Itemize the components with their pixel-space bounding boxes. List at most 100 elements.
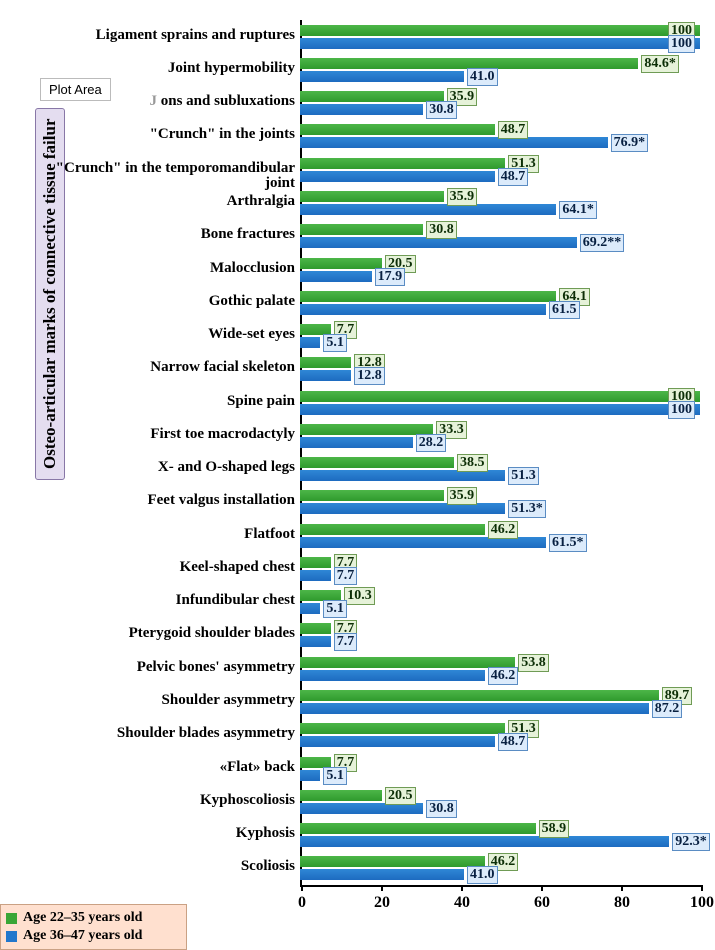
bar-green	[300, 657, 515, 668]
value-label-blue: 28.2	[416, 434, 447, 452]
value-label-green: 20.5	[385, 787, 416, 805]
value-label-blue: 7.7	[334, 567, 358, 585]
category-label: Kyphoscoliosis	[35, 793, 295, 809]
value-label-blue: 17.9	[375, 268, 406, 286]
bar-blue	[300, 770, 320, 781]
value-label-blue: 100	[668, 35, 695, 53]
value-label-blue: 51.3	[508, 467, 539, 485]
value-label-blue: 48.7	[498, 168, 529, 186]
bar-green	[300, 823, 536, 834]
value-label-blue: 30.8	[426, 800, 457, 818]
bar-blue	[300, 271, 372, 282]
category-label: First toe macrodactyly	[35, 427, 295, 443]
value-label-blue: 5.1	[323, 334, 347, 352]
legend-item: Age 36–47 years old	[6, 928, 181, 944]
value-label-blue: 7.7	[334, 633, 358, 651]
value-label-blue: 51.3*	[508, 500, 546, 518]
svg-text:20: 20	[374, 894, 390, 911]
category-label: Kyphosis	[35, 826, 295, 842]
value-label-blue: 100	[668, 401, 695, 419]
bar-green	[300, 790, 382, 801]
bar-blue	[300, 71, 464, 82]
legend-label: Age 36–47 years old	[23, 928, 142, 944]
category-label: "Crunch" in the temporomandibular joint	[35, 161, 295, 193]
value-label-blue: 92.3*	[672, 833, 710, 851]
category-label: Gothic palate	[35, 294, 295, 310]
bar-green	[300, 357, 351, 368]
bar-green	[300, 723, 505, 734]
category-label: «Flat» back	[35, 760, 295, 776]
bar-blue	[300, 570, 331, 581]
bar-blue	[300, 836, 669, 847]
category-label: Ligament sprains and ruptures	[35, 28, 295, 44]
category-label: Joint hypermobility	[35, 61, 295, 77]
category-label: Shoulder asymmetry	[35, 693, 295, 709]
bar-blue	[300, 304, 546, 315]
value-label-green: 38.5	[457, 454, 488, 472]
category-label: J ons and subluxations	[35, 94, 295, 110]
bar-green	[300, 91, 444, 102]
value-label-blue: 87.2	[652, 700, 683, 718]
category-label: Arthralgia	[35, 194, 295, 210]
value-label-green: 10.3	[344, 587, 375, 605]
value-label-blue: 5.1	[323, 600, 347, 618]
bar-green	[300, 690, 659, 701]
bar-green	[300, 623, 331, 634]
bar-blue	[300, 370, 351, 381]
bar-green	[300, 25, 700, 36]
bar-blue	[300, 636, 331, 647]
bar-green	[300, 291, 556, 302]
value-label-blue: 41.0	[467, 68, 498, 86]
category-label: Flatfoot	[35, 527, 295, 543]
bar-blue	[300, 670, 485, 681]
bar-green	[300, 490, 444, 501]
value-label-blue: 5.1	[323, 767, 347, 785]
bar-green	[300, 124, 495, 135]
category-label: Pelvic bones' asymmetry	[35, 660, 295, 676]
bar-blue	[300, 137, 608, 148]
category-label: Infundibular chest	[35, 593, 295, 609]
category-label: Malocclusion	[35, 261, 295, 277]
value-label-blue: 64.1*	[559, 201, 597, 219]
legend-item: Age 22–35 years old	[6, 910, 181, 926]
bar-green	[300, 524, 485, 535]
bar-green	[300, 258, 382, 269]
legend-label: Age 22–35 years old	[23, 910, 142, 926]
bar-green	[300, 457, 454, 468]
bar-blue	[300, 38, 700, 49]
bar-blue	[300, 703, 649, 714]
value-label-blue: 12.8	[354, 367, 385, 385]
value-label-green: 84.6*	[641, 55, 679, 73]
bar-blue	[300, 603, 320, 614]
bar-green	[300, 856, 485, 867]
bar-blue	[300, 437, 413, 448]
bar-blue	[300, 736, 495, 747]
value-label-blue: 61.5	[549, 301, 580, 319]
value-label-green: 30.8	[426, 221, 457, 239]
svg-text:40: 40	[454, 894, 470, 911]
category-label: Keel-shaped chest	[35, 560, 295, 576]
legend: Age 22–35 years old Age 36–47 years old	[0, 904, 187, 950]
value-label-green: 58.9	[539, 820, 570, 838]
bar-blue	[300, 171, 495, 182]
category-label: Scoliosis	[35, 859, 295, 875]
value-label-blue: 76.9*	[611, 134, 649, 152]
legend-swatch-green	[6, 913, 17, 924]
value-label-blue: 46.2	[488, 667, 519, 685]
chart-container: Osteo-articular marks of connective tiss…	[0, 0, 715, 950]
legend-swatch-blue	[6, 931, 17, 942]
value-label-blue: 48.7	[498, 733, 529, 751]
category-label: Pterygoid shoulder blades	[35, 626, 295, 642]
value-label-green: 35.9	[447, 487, 478, 505]
bar-blue	[300, 404, 700, 415]
value-label-blue: 41.0	[467, 866, 498, 884]
category-label: Narrow facial skeleton	[35, 360, 295, 376]
svg-text:80: 80	[614, 894, 630, 911]
value-label-green: 35.9	[447, 188, 478, 206]
value-label-green: 46.2	[488, 521, 519, 539]
bar-blue	[300, 204, 556, 215]
svg-text:100: 100	[690, 894, 714, 911]
value-label-green: 48.7	[498, 121, 529, 139]
category-label: Spine pain	[35, 394, 295, 410]
bar-green	[300, 424, 433, 435]
